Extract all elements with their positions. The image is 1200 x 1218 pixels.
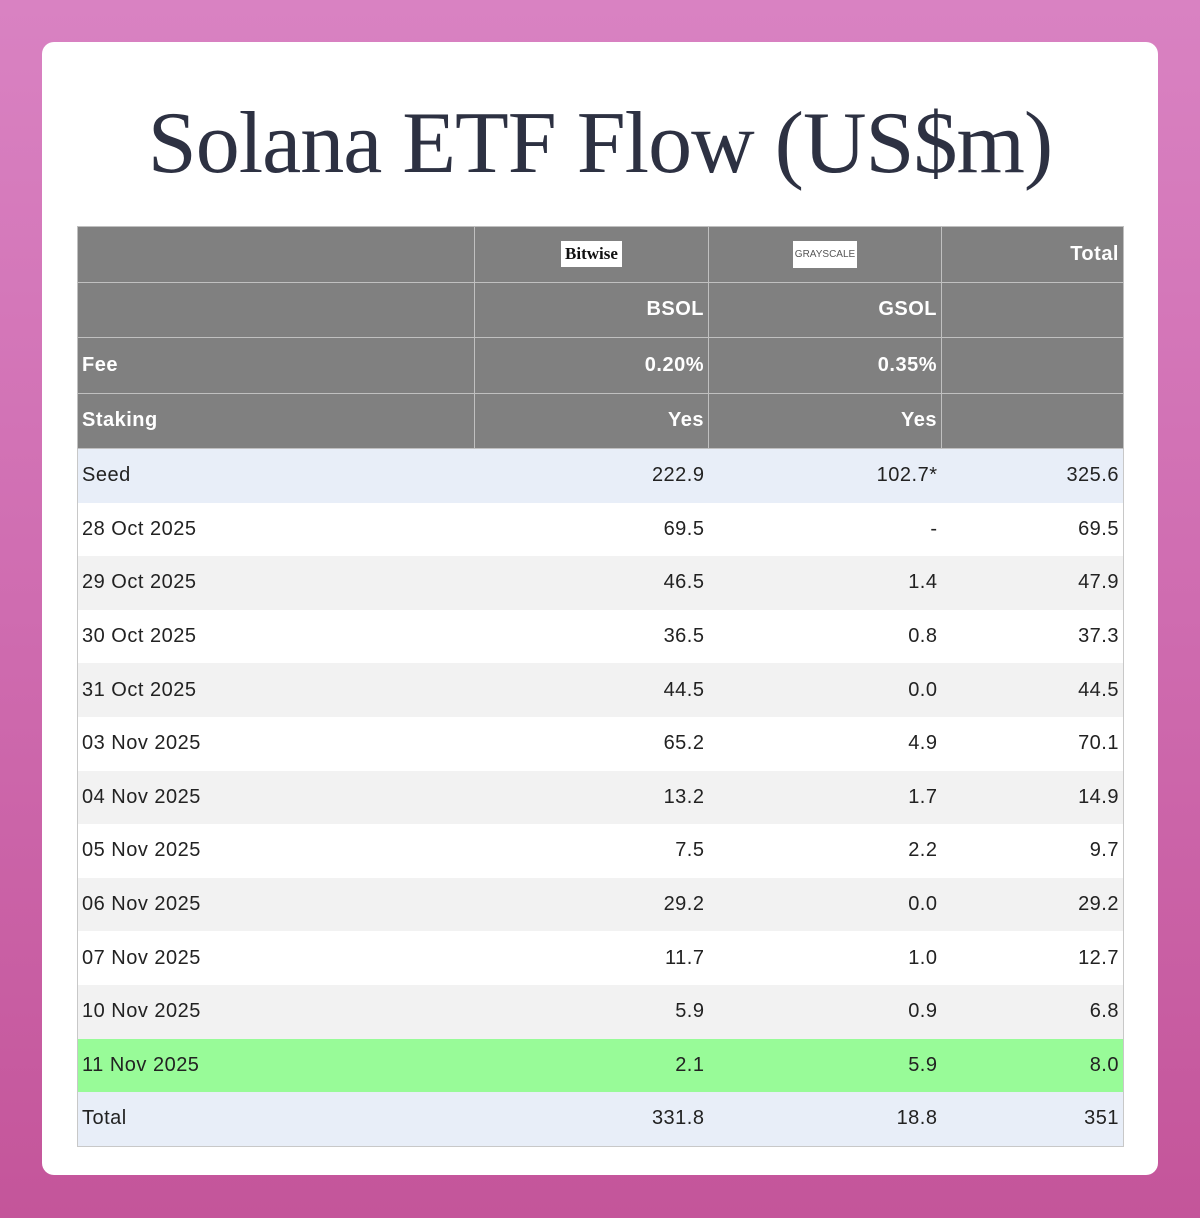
header-row-fee: Fee 0.20% 0.35% (77, 337, 1124, 394)
cell-bsol: 13.2 (474, 770, 709, 825)
table-row: 07 Nov 2025 11.7 1.0 12.7 (77, 931, 1124, 985)
cell-total: 69.5 (941, 502, 1124, 557)
fee-label: Fee (77, 337, 475, 394)
cell-bsol: 331.8 (474, 1092, 709, 1147)
grayscale-logo: GRAYSCALE (792, 240, 858, 268)
cell-gsol: 5.9 (708, 1038, 942, 1093)
header-row-issuers: Bitwise GRAYSCALE Total (77, 226, 1124, 283)
cell-date: 29 Oct 2025 (77, 556, 475, 610)
cell-total: 47.9 (941, 556, 1124, 610)
staking-label: Staking (77, 392, 475, 449)
cell-bsol: 5.9 (474, 984, 709, 1039)
cell-total: 44.5 (941, 663, 1124, 717)
cell-date: 31 Oct 2025 (77, 663, 475, 717)
cell-total: 351 (941, 1092, 1124, 1147)
cell-date: 28 Oct 2025 (77, 502, 475, 557)
header-row-tickers: BSOL GSOL (77, 281, 1124, 338)
cell-gsol: 18.8 (708, 1092, 942, 1147)
table-row: 11 Nov 2025 2.1 5.9 8.0 (77, 1038, 1124, 1093)
cell-total: 29.2 (941, 877, 1124, 932)
cell-date: Seed (77, 448, 475, 503)
etf-flow-table: Bitwise GRAYSCALE Total BSOL GSOL Fee 0.… (77, 226, 1124, 1147)
table-row: 10 Nov 2025 5.9 0.9 6.8 (77, 984, 1124, 1039)
header-cell-empty (77, 281, 475, 338)
header-cell-grayscale: GRAYSCALE (708, 226, 942, 283)
cell-total: 37.3 (941, 609, 1124, 664)
table-row: 06 Nov 2025 29.2 0.0 29.2 (77, 877, 1124, 932)
cell-gsol: 1.7 (708, 770, 942, 825)
cell-date: 06 Nov 2025 (77, 877, 475, 932)
cell-gsol: 0.9 (708, 984, 942, 1039)
cell-total: 325.6 (941, 448, 1124, 503)
header-cell-empty (941, 337, 1124, 394)
cell-gsol: 2.2 (708, 824, 942, 878)
table-row: 03 Nov 2025 65.2 4.9 70.1 (77, 716, 1124, 771)
cell-gsol: 1.4 (708, 556, 942, 610)
header-cell-empty (77, 226, 475, 283)
cell-gsol: 0.0 (708, 877, 942, 932)
fee-gsol: 0.35% (708, 337, 942, 394)
cell-bsol: 69.5 (474, 502, 709, 557)
cell-bsol: 2.1 (474, 1038, 709, 1093)
cell-total: 8.0 (941, 1038, 1124, 1093)
cell-bsol: 46.5 (474, 556, 709, 610)
ticker-gsol: GSOL (708, 281, 942, 338)
cell-bsol: 7.5 (474, 824, 709, 878)
staking-gsol: Yes (708, 392, 942, 449)
table-row: 29 Oct 2025 46.5 1.4 47.9 (77, 556, 1124, 610)
cell-gsol: - (708, 502, 942, 557)
cell-bsol: 65.2 (474, 716, 709, 771)
cell-date: 10 Nov 2025 (77, 984, 475, 1039)
table-row: Seed 222.9 102.7* 325.6 (77, 448, 1124, 503)
cell-total: 12.7 (941, 931, 1124, 985)
bitwise-logo: Bitwise (561, 241, 622, 268)
header-cell-bitwise: Bitwise (474, 226, 709, 283)
table-row: 28 Oct 2025 69.5-69.5 (77, 502, 1124, 557)
table-row: 31 Oct 2025 44.5 0.0 44.5 (77, 663, 1124, 717)
fee-bsol: 0.20% (474, 337, 709, 394)
cell-date: 11 Nov 2025 (77, 1038, 475, 1093)
table-row: 30 Oct 2025 36.5 0.8 37.3 (77, 609, 1124, 664)
table-row: 05 Nov 2025 7.5 2.2 9.7 (77, 824, 1124, 878)
cell-date: 07 Nov 2025 (77, 931, 475, 985)
total-row: Total 331.8 18.8 351 (77, 1092, 1124, 1147)
cell-date: 04 Nov 2025 (77, 770, 475, 825)
ticker-bsol: BSOL (474, 281, 709, 338)
header-cell-empty (941, 281, 1124, 338)
cell-gsol: 0.0 (708, 663, 942, 717)
cell-date: 03 Nov 2025 (77, 716, 475, 771)
cell-bsol: 36.5 (474, 609, 709, 664)
cell-date: 30 Oct 2025 (77, 609, 475, 664)
cell-bsol: 222.9 (474, 448, 709, 503)
card: Solana ETF Flow (US$m) Bitwise GRAYSCALE… (42, 42, 1158, 1175)
cell-total: 9.7 (941, 824, 1124, 878)
cell-total: 14.9 (941, 770, 1124, 825)
cell-gsol: 1.0 (708, 931, 942, 985)
header-cell-empty (941, 392, 1124, 449)
cell-bsol: 11.7 (474, 931, 709, 985)
page-title: Solana ETF Flow (US$m) (147, 95, 1053, 192)
table-row: 04 Nov 2025 13.2 1.7 14.9 (77, 770, 1124, 825)
cell-date: Total (77, 1092, 475, 1147)
header-total: Total (941, 226, 1124, 283)
cell-bsol: 29.2 (474, 877, 709, 932)
cell-total: 70.1 (941, 716, 1124, 771)
cell-gsol: 0.8 (708, 609, 942, 664)
cell-bsol: 44.5 (474, 663, 709, 717)
header-row-staking: Staking Yes Yes (77, 392, 1124, 449)
cell-gsol: 102.7* (708, 448, 942, 503)
cell-gsol: 4.9 (708, 716, 942, 771)
staking-bsol: Yes (474, 392, 709, 449)
cell-total: 6.8 (941, 984, 1124, 1039)
cell-date: 05 Nov 2025 (77, 824, 475, 878)
